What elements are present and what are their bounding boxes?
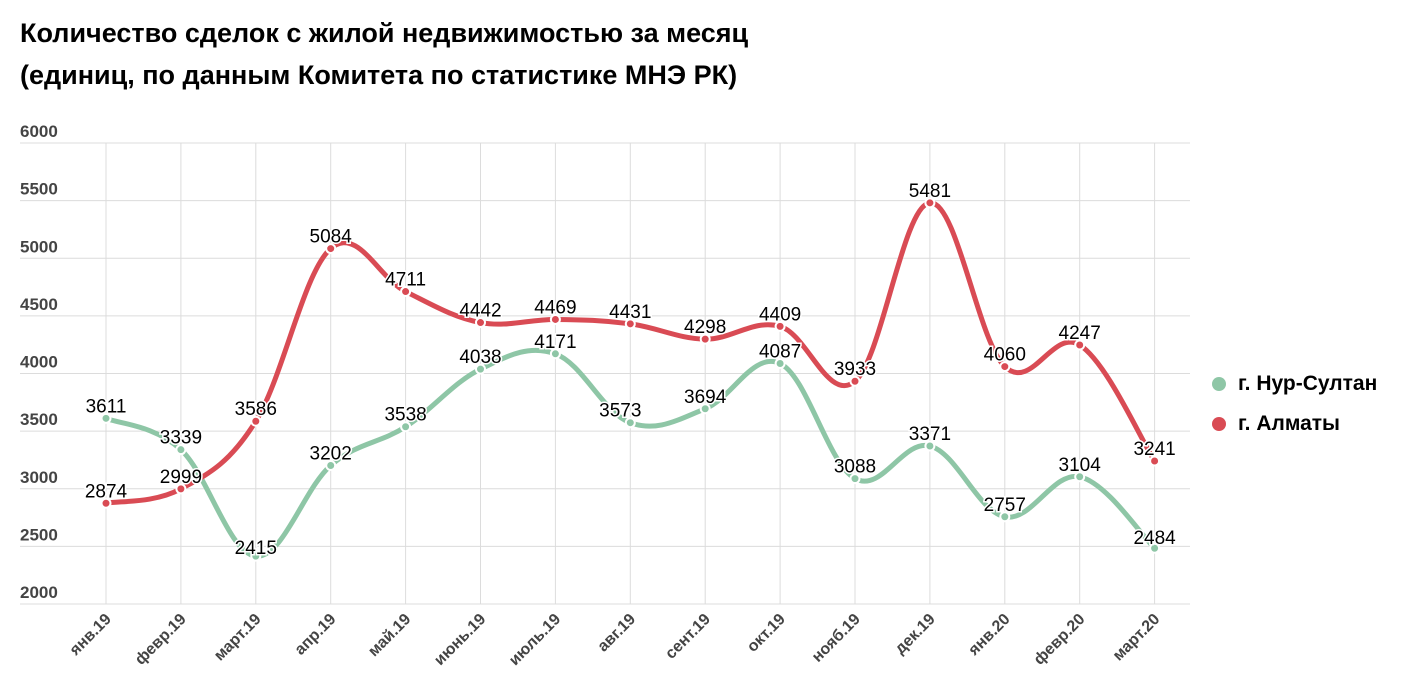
data-label-nur-sultan: 2415 bbox=[235, 538, 277, 559]
legend: г. Нур-Султан г. Алматы bbox=[1212, 364, 1377, 444]
data-label-nur-sultan: 3104 bbox=[1059, 455, 1102, 476]
x-tick-label: февр.20 bbox=[1031, 611, 1089, 669]
data-point-almaty bbox=[475, 317, 486, 329]
y-tick-label: 5000 bbox=[20, 237, 58, 256]
data-label-almaty: 5481 bbox=[909, 181, 951, 202]
legend-item-nur-sultan[interactable]: г. Нур-Султан bbox=[1212, 364, 1377, 404]
data-point-almaty bbox=[849, 375, 861, 387]
data-point-nur-sultan bbox=[250, 550, 262, 562]
data-point-almaty bbox=[924, 197, 936, 209]
x-tick-label: сент.19 bbox=[662, 611, 714, 663]
chart-title-block: Количество сделок с жилой недвижимостью … bbox=[20, 12, 1120, 96]
legend-label-almaty: г. Алматы bbox=[1238, 412, 1340, 435]
data-label-nur-sultan: 2757 bbox=[984, 495, 1026, 516]
x-tick-label: янв.20 bbox=[965, 611, 1014, 660]
data-point-nur-sultan bbox=[624, 417, 636, 429]
data-point-nur-sultan bbox=[924, 440, 936, 452]
data-label-almaty: 3933 bbox=[834, 359, 876, 380]
data-point-nur-sultan bbox=[999, 511, 1011, 523]
x-tick-label: май.19 bbox=[365, 611, 414, 660]
data-label-nur-sultan: 3088 bbox=[834, 457, 876, 478]
legend-marker-almaty bbox=[1212, 417, 1226, 431]
data-label-nur-sultan: 3694 bbox=[684, 387, 727, 408]
data-label-nur-sultan: 4087 bbox=[759, 341, 801, 362]
data-label-nur-sultan: 3538 bbox=[384, 405, 426, 426]
data-point-almaty bbox=[774, 320, 786, 332]
y-tick-label: 4000 bbox=[20, 353, 58, 372]
y-tick-label: 3000 bbox=[20, 468, 58, 487]
data-label-nur-sultan: 2484 bbox=[1133, 528, 1176, 549]
y-tick-label: 6000 bbox=[20, 122, 58, 141]
data-label-almaty: 3241 bbox=[1133, 439, 1175, 460]
legend-marker-nur-sultan bbox=[1212, 377, 1226, 391]
y-tick-label: 2500 bbox=[20, 525, 58, 544]
data-label-almaty: 4442 bbox=[459, 301, 501, 322]
x-tick-label: дек.19 bbox=[892, 611, 939, 658]
data-point-nur-sultan bbox=[325, 459, 337, 471]
data-label-almaty: 4469 bbox=[534, 297, 576, 318]
data-point-almaty bbox=[1074, 339, 1086, 351]
x-tick-label: нояб.19 bbox=[809, 611, 864, 666]
data-point-almaty bbox=[325, 243, 337, 255]
data-label-nur-sultan: 3611 bbox=[86, 396, 127, 417]
data-label-almaty: 3586 bbox=[235, 399, 277, 420]
data-point-nur-sultan bbox=[549, 348, 561, 360]
data-point-almaty bbox=[250, 415, 262, 427]
data-label-almaty: 2874 bbox=[85, 481, 128, 502]
x-tick-label: апр.19 bbox=[292, 611, 340, 659]
data-point-nur-sultan bbox=[400, 421, 412, 433]
y-tick-label: 2000 bbox=[20, 583, 58, 602]
data-point-almaty bbox=[699, 333, 711, 345]
legend-label-nur-sultan: г. Нур-Султан bbox=[1238, 372, 1378, 395]
legend-item-almaty[interactable]: г. Алматы bbox=[1212, 404, 1377, 444]
y-tick-label: 5500 bbox=[20, 180, 58, 199]
data-label-almaty: 4431 bbox=[609, 302, 651, 323]
data-label-almaty: 4060 bbox=[984, 345, 1026, 366]
data-label-almaty: 4711 bbox=[385, 270, 426, 291]
x-tick-label: авг.19 bbox=[595, 611, 640, 656]
series-line-almaty bbox=[103, 200, 1158, 506]
data-point-nur-sultan bbox=[175, 444, 187, 456]
x-tick-label: янв.19 bbox=[66, 611, 115, 660]
data-point-almaty bbox=[400, 286, 412, 298]
series-nur-sultan bbox=[100, 347, 1161, 562]
data-label-almaty: 4298 bbox=[684, 317, 726, 338]
data-point-almaty bbox=[1149, 455, 1161, 467]
x-tick-label: март.19 bbox=[211, 611, 265, 665]
chart-title: Количество сделок с жилой недвижимостью … bbox=[20, 18, 749, 48]
x-tick-label: март.20 bbox=[1110, 611, 1164, 665]
data-label-nur-sultan: 4038 bbox=[459, 347, 501, 368]
x-tick-label: июнь.19 bbox=[431, 611, 489, 669]
data-label-almaty: 4247 bbox=[1059, 323, 1101, 344]
data-point-nur-sultan bbox=[1074, 471, 1086, 483]
data-point-nur-sultan bbox=[100, 412, 112, 424]
data-label-nur-sultan: 3573 bbox=[599, 401, 641, 422]
y-tick-label: 3500 bbox=[20, 410, 58, 429]
data-point-almaty bbox=[999, 361, 1011, 373]
chart-subtitle: (единиц, по данным Комитета по статистик… bbox=[20, 60, 738, 90]
data-label-nur-sultan: 3202 bbox=[310, 443, 352, 464]
x-tick-label: июль.19 bbox=[506, 611, 564, 669]
data-label-almaty: 4409 bbox=[759, 304, 801, 325]
data-point-nur-sultan bbox=[1149, 542, 1161, 554]
series-almaty bbox=[100, 197, 1161, 509]
data-label-nur-sultan: 3339 bbox=[160, 428, 202, 449]
data-label-almaty: 5084 bbox=[310, 227, 353, 248]
data-point-almaty bbox=[624, 318, 636, 330]
data-label-nur-sultan: 4171 bbox=[534, 332, 576, 353]
data-point-nur-sultan bbox=[849, 473, 861, 485]
y-tick-label: 4500 bbox=[20, 295, 58, 314]
data-point-almaty bbox=[549, 313, 561, 325]
x-tick-label: окт.19 bbox=[744, 611, 789, 656]
data-point-almaty bbox=[100, 497, 112, 509]
grid bbox=[20, 142, 1190, 605]
data-label-nur-sultan: 3371 bbox=[909, 424, 951, 445]
data-point-almaty bbox=[175, 483, 187, 495]
data-point-nur-sultan bbox=[774, 357, 786, 369]
data-point-nur-sultan bbox=[475, 363, 486, 375]
data-label-almaty: 2999 bbox=[160, 467, 202, 488]
data-point-nur-sultan bbox=[699, 403, 711, 415]
x-tick-label: февр.19 bbox=[132, 611, 190, 669]
